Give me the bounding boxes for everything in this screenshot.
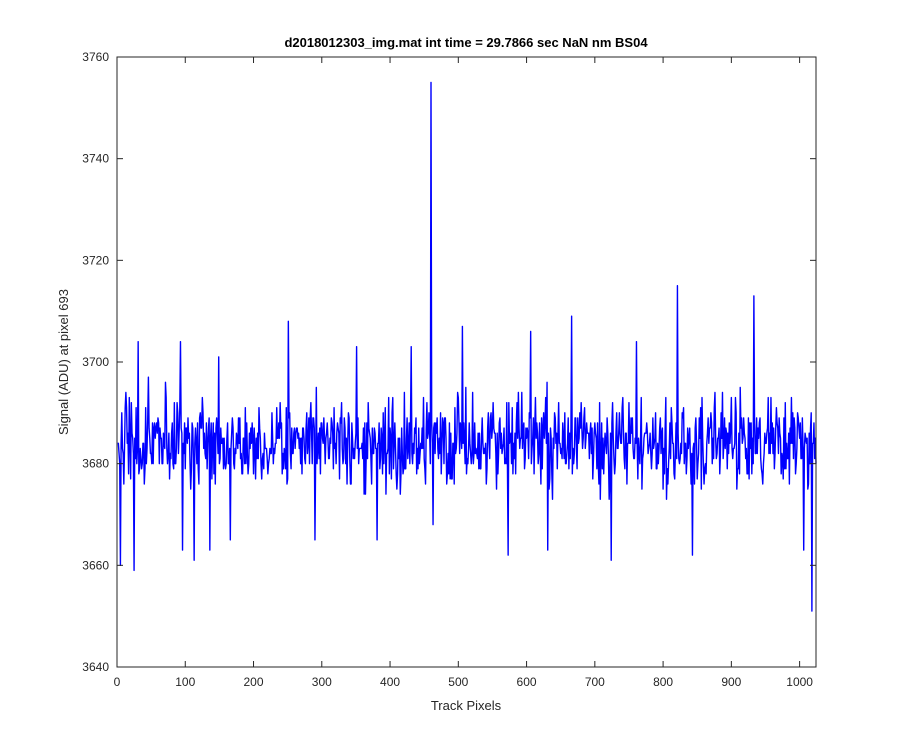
y-tick-label: 3660 — [82, 558, 109, 572]
y-axis-label: Signal (ADU) at pixel 693 — [56, 289, 71, 435]
signal-series-line — [117, 81, 817, 612]
x-axis: 0 100 200 300 400 500 600 700 800 900 1000 — [114, 57, 813, 689]
y-tick-label: 3740 — [82, 152, 109, 166]
x-tick-label: 200 — [244, 675, 264, 689]
x-tick-label: 1000 — [786, 675, 813, 689]
y-tick-label: 3680 — [82, 457, 109, 471]
x-tick-label: 800 — [653, 675, 673, 689]
x-tick-label: 0 — [114, 675, 121, 689]
plot-area — [117, 57, 816, 667]
y-tick-label: 3760 — [82, 50, 109, 64]
x-tick-label: 300 — [312, 675, 332, 689]
x-axis-label: Track Pixels — [431, 698, 502, 713]
x-tick-label: 100 — [175, 675, 195, 689]
x-tick-label: 900 — [721, 675, 741, 689]
y-tick-label: 3640 — [82, 660, 109, 674]
chart-title: d2018012303_img.mat int time = 29.7866 s… — [284, 35, 648, 50]
series-layer — [117, 81, 817, 612]
y-axis: 3640 3660 3680 3700 3720 3740 3760 — [82, 50, 816, 674]
x-tick-label: 400 — [380, 675, 400, 689]
x-tick-label: 700 — [585, 675, 605, 689]
y-tick-label: 3700 — [82, 355, 109, 369]
x-tick-label: 500 — [448, 675, 468, 689]
y-tick-label: 3720 — [82, 253, 109, 267]
x-tick-label: 600 — [517, 675, 537, 689]
